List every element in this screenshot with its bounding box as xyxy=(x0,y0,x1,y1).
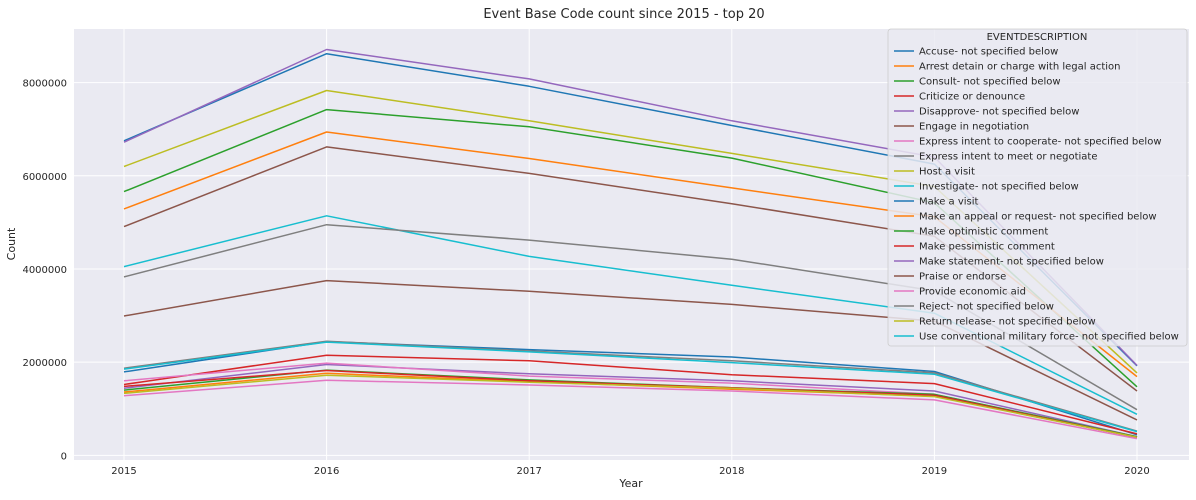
legend-label: Provide economic aid xyxy=(919,287,1026,298)
legend-label: Consult- not specified below xyxy=(919,77,1061,88)
y-tick-label: 6000000 xyxy=(22,172,67,183)
legend-label: Accuse- not specified below xyxy=(919,47,1058,58)
x-tick-label: 2015 xyxy=(111,466,136,477)
legend: EVENTDESCRIPTION Accuse- not specified b… xyxy=(887,28,1188,347)
chart-title: Event Base Code count since 2015 - top 2… xyxy=(483,7,764,22)
series-line xyxy=(123,363,1138,438)
x-tick-label: 2020 xyxy=(1124,466,1149,477)
x-tick-label: 2016 xyxy=(314,466,339,477)
legend-label: Host a visit xyxy=(919,167,975,178)
legend-label: Make statement- not specified below xyxy=(919,257,1104,268)
series-line xyxy=(123,379,1138,440)
x-tick-label: 2018 xyxy=(719,466,744,477)
legend-label: Investigate- not specified below xyxy=(919,182,1079,193)
legend-label: Reject- not specified below xyxy=(919,302,1054,313)
y-tick-label: 0 xyxy=(61,451,67,462)
legend-title: EVENTDESCRIPTION xyxy=(987,32,1088,43)
series-line xyxy=(123,340,1138,432)
y-tick-label: 2000000 xyxy=(22,358,67,369)
legend-label: Make a visit xyxy=(919,197,979,208)
legend-label: Criticize or denounce xyxy=(919,92,1025,103)
legend-items: Accuse- not specified below Arrest detain… xyxy=(894,47,1179,343)
legend-label: Disapprove- not specified below xyxy=(919,107,1079,118)
y-tick-label: 4000000 xyxy=(22,265,67,276)
legend-label: Arrest detain or charge with legal actio… xyxy=(919,62,1121,73)
x-axis-ticks: 2015 2016 2017 2018 2019 2020 xyxy=(111,466,1149,477)
legend-label: Express intent to meet or negotiate xyxy=(919,152,1097,163)
series-line xyxy=(123,369,1138,438)
x-axis-label: Year xyxy=(618,477,643,490)
x-tick-label: 2019 xyxy=(922,466,947,477)
legend-label: Make optimistic comment xyxy=(919,227,1048,238)
legend-label: Use conventional military force- not spe… xyxy=(919,332,1179,343)
y-axis-label: Count xyxy=(5,227,18,260)
series-line xyxy=(123,374,1138,438)
series-line xyxy=(123,341,1138,433)
legend-box xyxy=(887,28,1188,347)
series-line xyxy=(123,354,1138,435)
legend-label: Make an appeal or request- not specified… xyxy=(919,212,1157,223)
legend-label: Engage in negotiation xyxy=(919,122,1029,133)
legend-label: Express intent to cooperate- not specifi… xyxy=(919,137,1162,148)
legend-label: Return release- not specified below xyxy=(919,317,1096,328)
legend-label: Make pessimistic comment xyxy=(919,242,1055,253)
y-axis-ticks: 0 2000000 4000000 6000000 8000000 xyxy=(22,79,67,463)
legend-label: Praise or endorse xyxy=(919,272,1006,283)
y-tick-label: 8000000 xyxy=(22,79,67,90)
x-tick-label: 2017 xyxy=(516,466,541,477)
